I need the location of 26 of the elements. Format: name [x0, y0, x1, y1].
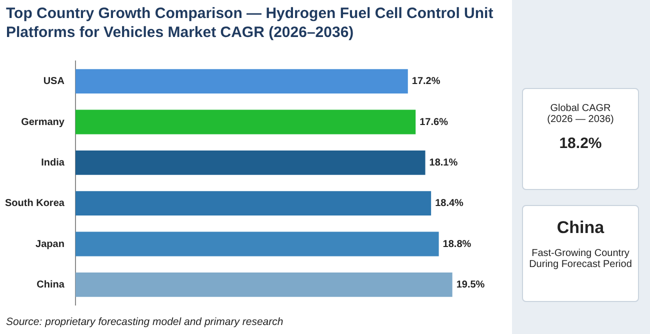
bar	[75, 69, 408, 94]
y-tick-label: USA	[43, 76, 64, 88]
bar	[75, 272, 452, 297]
bar	[75, 150, 426, 175]
text: Global CAGR	[549, 103, 612, 114]
text: (2026 — 2036)	[546, 114, 615, 125]
data-label: 18.4%	[435, 198, 464, 210]
y-tick-label: South Korea	[4, 198, 65, 210]
source-note: Source: proprietary forecasting model and primary research	[6, 316, 284, 328]
data-label: 18.1%	[429, 157, 458, 168]
y-tick-label: India	[41, 157, 65, 168]
text: 18.2%	[558, 135, 603, 152]
bar	[75, 191, 432, 216]
data-label: 17.6%	[420, 116, 448, 128]
data-label: 17.2%	[412, 76, 440, 88]
text: China	[556, 218, 606, 238]
data-label: 18.8%	[442, 238, 472, 250]
data-label: 19.5%	[456, 279, 485, 290]
bar	[75, 110, 416, 134]
y-tick-label: Germany	[21, 116, 65, 128]
chart-title: Top Country Growth Comparison — Hydrogen Fuel Cell Control Unit Platforms for Vehicles Market CAGR (2026–2036)	[6, 4, 494, 42]
text: During Forecast Period	[528, 259, 633, 270]
y-tick-label: China	[36, 279, 65, 290]
y-tick-label: Japan	[36, 238, 64, 250]
bar	[75, 232, 439, 256]
text: Fast-Growing Country	[530, 248, 630, 259]
